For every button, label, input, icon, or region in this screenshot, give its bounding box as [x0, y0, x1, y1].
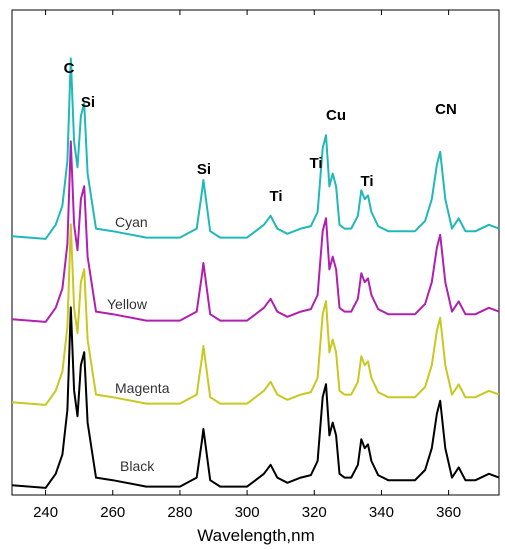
series-label-black: Black: [120, 458, 155, 474]
peak-label-ti: Ti: [269, 188, 282, 205]
peak-label-si: Si: [81, 94, 95, 111]
plot-frame: [12, 10, 499, 495]
peak-label-si: Si: [197, 161, 211, 178]
x-tick-label: 260: [100, 504, 125, 521]
x-tick-label: 320: [302, 504, 327, 521]
x-tick-label: 300: [235, 504, 260, 521]
x-tick-label: 280: [167, 504, 192, 521]
series-label-magenta: Magenta: [115, 380, 170, 396]
peak-labels: C Si Si Ti Ti Cu Ti CN: [64, 60, 457, 205]
peak-label-cu: Cu: [326, 107, 346, 124]
peak-label-c: C: [64, 60, 75, 77]
x-tick-label: 340: [369, 504, 394, 521]
peak-label-cn: CN: [435, 101, 457, 118]
x-tick-label: 360: [436, 504, 461, 521]
series-layer: Cyan Magenta Yellow Black: [12, 58, 499, 488]
series-label-cyan: Cyan: [115, 214, 148, 230]
peak-label-ti: Ti: [309, 155, 322, 172]
x-tick-label: 240: [33, 504, 58, 521]
x-axis-title: Wavelength,nm: [197, 526, 314, 545]
series-label-yellow: Yellow: [107, 296, 148, 312]
x-axis-ticks: 240 260 280 300 320 340 360: [33, 10, 461, 521]
peak-label-ti: Ti: [360, 173, 373, 190]
